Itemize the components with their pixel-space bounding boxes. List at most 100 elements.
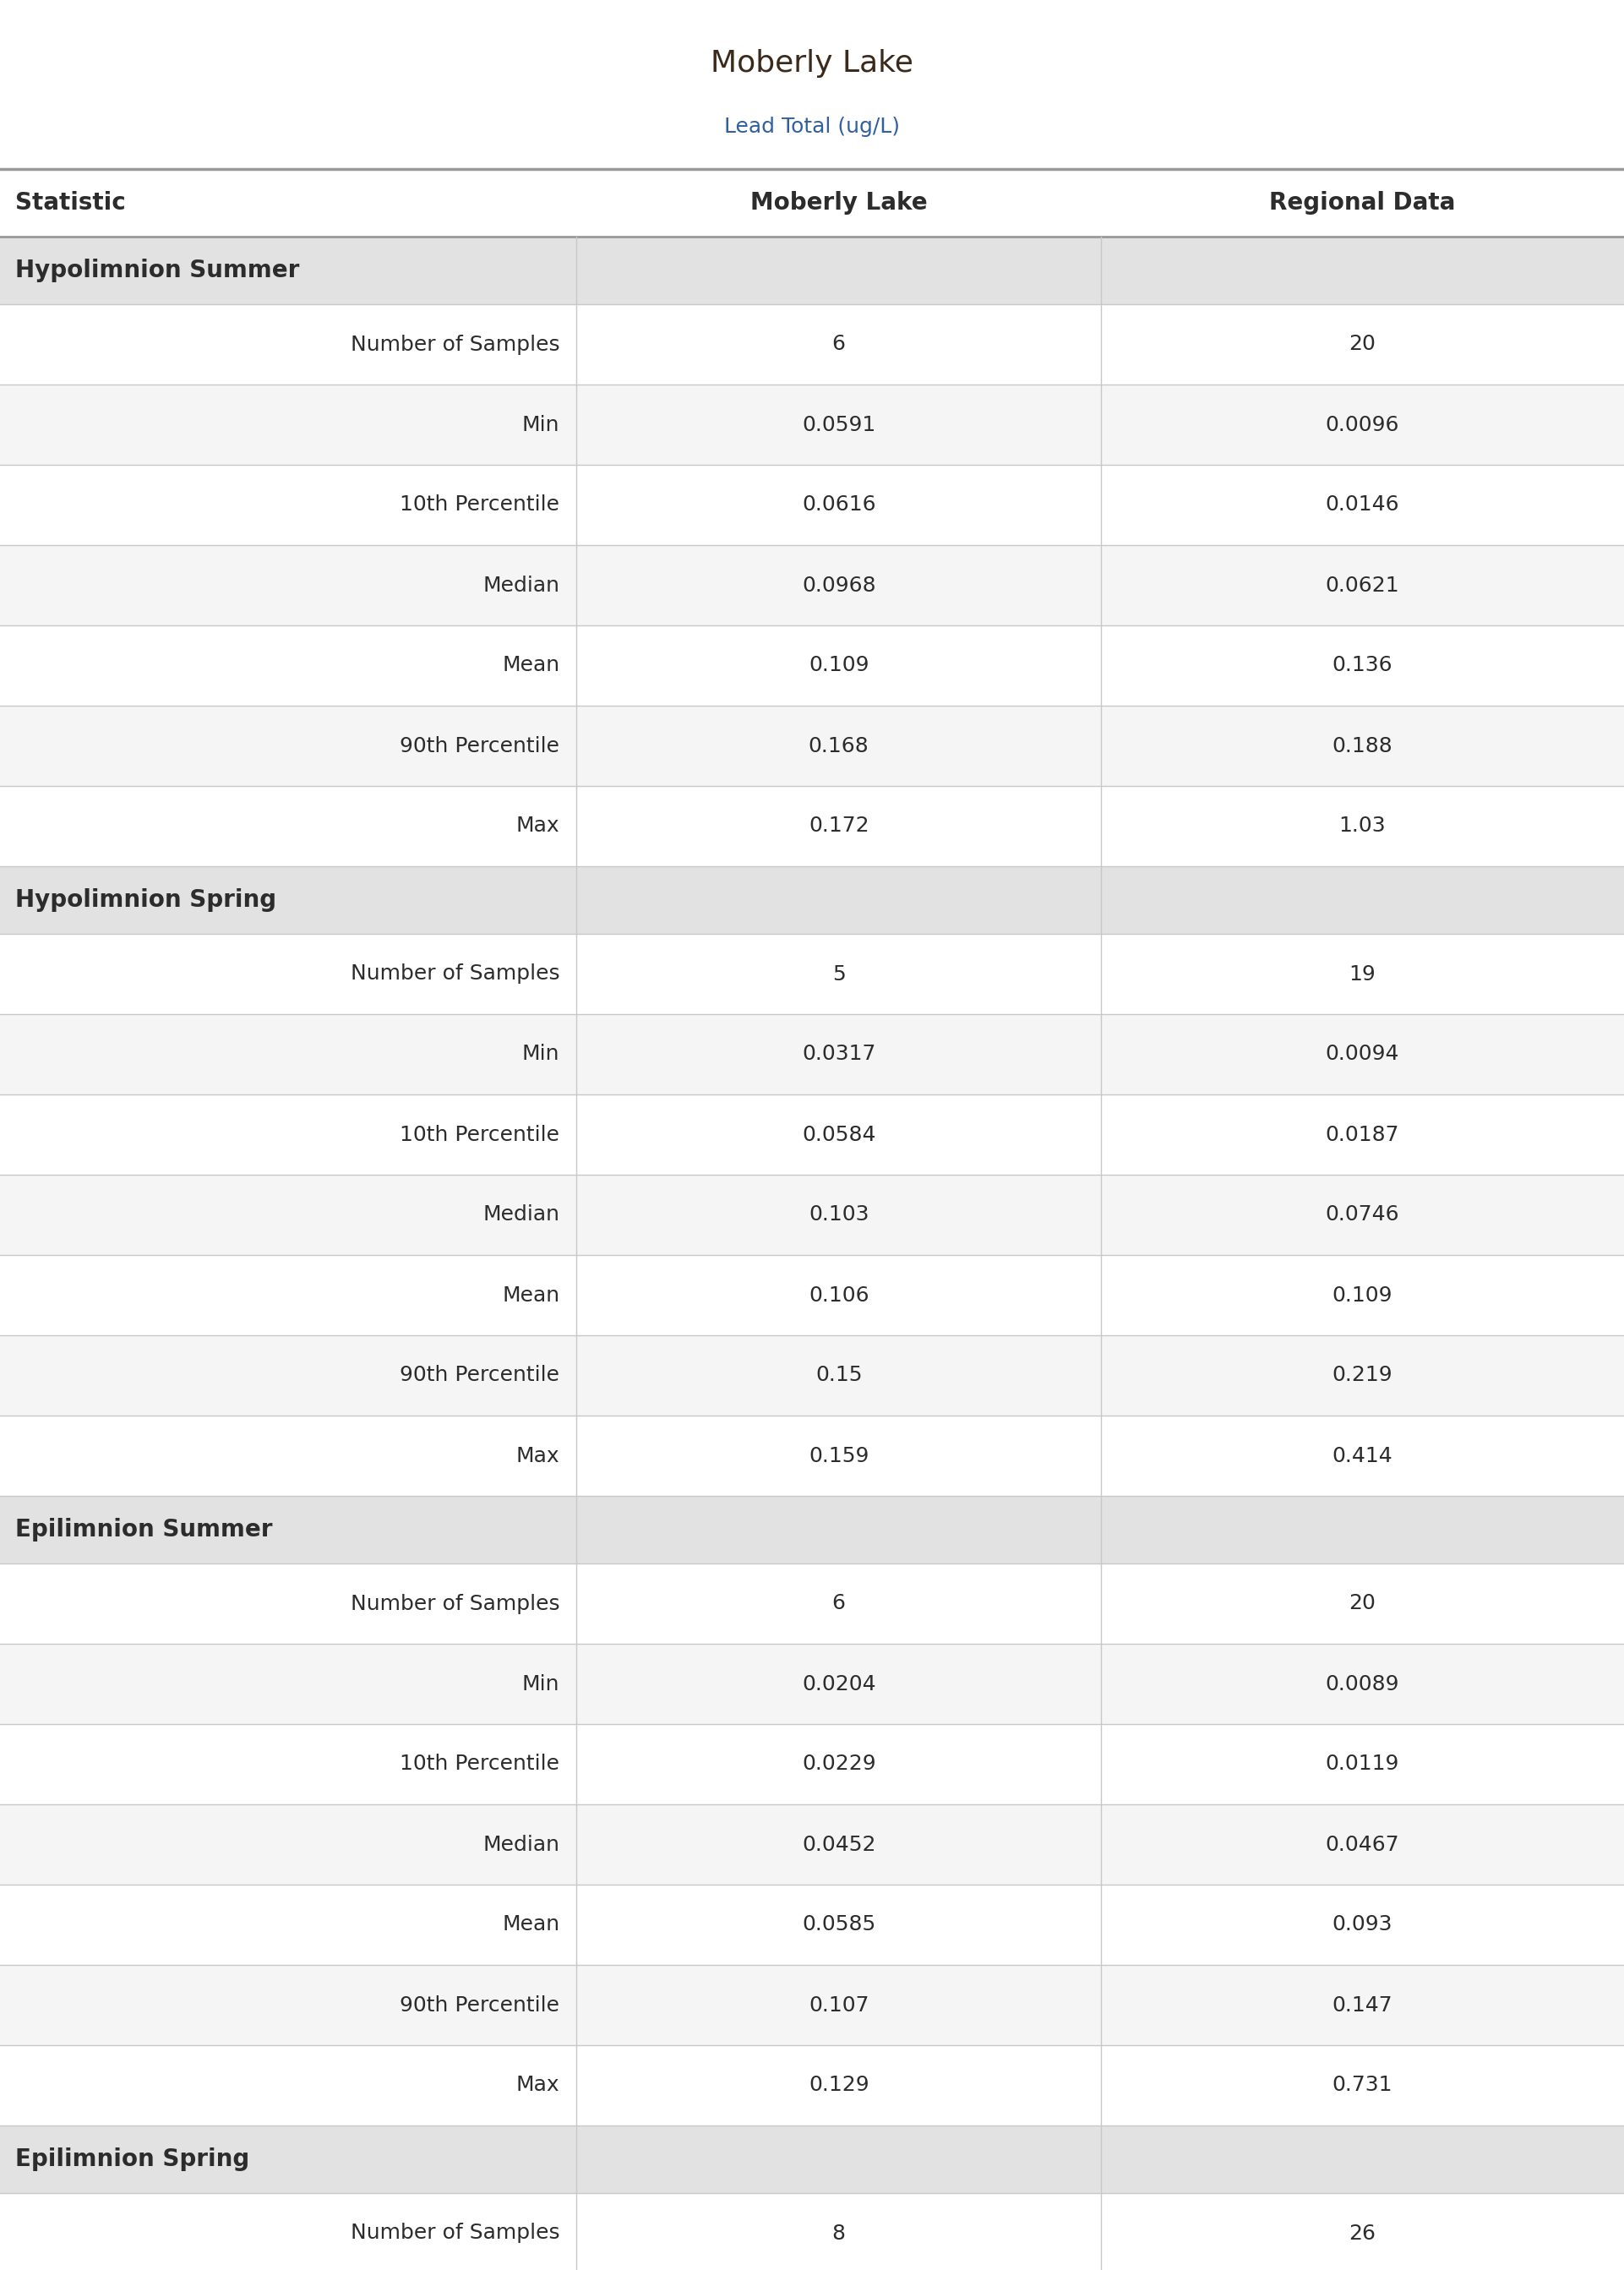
- Text: 0.0746: 0.0746: [1325, 1205, 1400, 1226]
- Text: 0.0096: 0.0096: [1325, 415, 1400, 436]
- Bar: [0, 1416, 1624, 1496]
- Text: 0.0204: 0.0204: [802, 1673, 875, 1693]
- Text: Hypolimnion Summer: Hypolimnion Summer: [15, 259, 299, 281]
- Text: 0.0467: 0.0467: [1325, 1834, 1400, 1855]
- Text: Mean: Mean: [502, 656, 560, 676]
- Text: 0.147: 0.147: [1332, 1995, 1393, 2016]
- Text: 0.0591: 0.0591: [802, 415, 875, 436]
- Text: 0.093: 0.093: [1332, 1914, 1393, 1934]
- Text: 0.188: 0.188: [1332, 735, 1393, 756]
- Text: Min: Min: [521, 1673, 560, 1693]
- Text: Median: Median: [482, 574, 560, 595]
- Bar: [0, 1015, 1624, 1094]
- Text: 0.0146: 0.0146: [1325, 495, 1400, 515]
- Bar: [0, 2193, 1624, 2270]
- Text: 0.0968: 0.0968: [802, 574, 875, 595]
- Text: 0.0616: 0.0616: [802, 495, 875, 515]
- Text: 0.168: 0.168: [809, 735, 869, 756]
- Text: 0.0094: 0.0094: [1325, 1044, 1400, 1065]
- Text: Moberly Lake: Moberly Lake: [750, 191, 927, 216]
- Text: 0.731: 0.731: [1332, 2075, 1393, 2095]
- Text: 0.109: 0.109: [1332, 1285, 1393, 1305]
- Text: Number of Samples: Number of Samples: [351, 2222, 560, 2243]
- Text: Hypolimnion Spring: Hypolimnion Spring: [15, 888, 276, 913]
- Bar: [0, 384, 1624, 465]
- Bar: [0, 2125, 1624, 2193]
- Bar: [0, 706, 1624, 785]
- Text: 19: 19: [1350, 965, 1376, 985]
- Text: 8: 8: [831, 2222, 846, 2243]
- Text: 0.107: 0.107: [809, 1995, 869, 2016]
- Text: 20: 20: [1350, 1594, 1376, 1614]
- Text: 6: 6: [831, 334, 846, 354]
- Bar: [0, 1335, 1624, 1416]
- Text: 0.109: 0.109: [809, 656, 869, 676]
- Text: 0.0585: 0.0585: [802, 1914, 875, 1934]
- Bar: [0, 236, 1624, 304]
- Text: Lead Total (ug/L): Lead Total (ug/L): [724, 116, 900, 136]
- Text: 0.0452: 0.0452: [802, 1834, 875, 1855]
- Bar: [0, 465, 1624, 545]
- Text: 0.0621: 0.0621: [1325, 574, 1400, 595]
- Bar: [0, 1094, 1624, 1174]
- Text: 6: 6: [831, 1594, 846, 1614]
- Text: 0.0119: 0.0119: [1325, 1755, 1400, 1775]
- Text: Max: Max: [516, 2075, 560, 2095]
- Text: Number of Samples: Number of Samples: [351, 1594, 560, 1614]
- Text: 0.129: 0.129: [809, 2075, 869, 2095]
- Text: 0.0229: 0.0229: [802, 1755, 875, 1775]
- Text: 5: 5: [831, 965, 846, 985]
- Bar: [0, 1805, 1624, 1884]
- Text: 26: 26: [1350, 2222, 1376, 2243]
- Text: Moberly Lake: Moberly Lake: [711, 50, 913, 77]
- Bar: [0, 867, 1624, 933]
- Text: Mean: Mean: [502, 1285, 560, 1305]
- Text: 10th Percentile: 10th Percentile: [400, 1124, 560, 1144]
- Text: 90th Percentile: 90th Percentile: [400, 1995, 560, 2016]
- Bar: [0, 102, 1624, 152]
- Text: 0.103: 0.103: [809, 1205, 869, 1226]
- Bar: [0, 1723, 1624, 1805]
- Bar: [0, 1255, 1624, 1335]
- Bar: [0, 545, 1624, 627]
- Text: Mean: Mean: [502, 1914, 560, 1934]
- Text: 90th Percentile: 90th Percentile: [400, 735, 560, 756]
- Text: 0.172: 0.172: [809, 815, 869, 835]
- Bar: [0, 304, 1624, 384]
- Text: Regional Data: Regional Data: [1270, 191, 1455, 216]
- Text: 0.414: 0.414: [1332, 1446, 1393, 1466]
- Text: Statistic: Statistic: [15, 191, 125, 216]
- Text: 10th Percentile: 10th Percentile: [400, 1755, 560, 1775]
- Text: 0.159: 0.159: [809, 1446, 869, 1466]
- Text: Min: Min: [521, 1044, 560, 1065]
- Text: 0.0584: 0.0584: [802, 1124, 875, 1144]
- Bar: [0, 627, 1624, 706]
- Bar: [0, 168, 1624, 236]
- Text: 20: 20: [1350, 334, 1376, 354]
- Text: Median: Median: [482, 1834, 560, 1855]
- Text: 0.0187: 0.0187: [1325, 1124, 1400, 1144]
- Text: 10th Percentile: 10th Percentile: [400, 495, 560, 515]
- Text: Epilimnion Spring: Epilimnion Spring: [15, 2147, 250, 2170]
- Text: 0.136: 0.136: [1332, 656, 1393, 676]
- Text: 0.0089: 0.0089: [1325, 1673, 1400, 1693]
- Bar: [0, 1884, 1624, 1966]
- Bar: [0, 785, 1624, 867]
- Bar: [0, 1564, 1624, 1643]
- Bar: [0, 933, 1624, 1015]
- Text: 1.03: 1.03: [1340, 815, 1385, 835]
- Text: Max: Max: [516, 815, 560, 835]
- Text: 0.0317: 0.0317: [802, 1044, 875, 1065]
- Text: 90th Percentile: 90th Percentile: [400, 1364, 560, 1385]
- Text: Number of Samples: Number of Samples: [351, 334, 560, 354]
- Text: Min: Min: [521, 415, 560, 436]
- Text: Number of Samples: Number of Samples: [351, 965, 560, 985]
- Text: 0.219: 0.219: [1332, 1364, 1393, 1385]
- Bar: [0, 1496, 1624, 1564]
- Text: Max: Max: [516, 1446, 560, 1466]
- Text: Epilimnion Summer: Epilimnion Summer: [15, 1519, 273, 1541]
- Text: 0.15: 0.15: [815, 1364, 862, 1385]
- Bar: [0, 2045, 1624, 2125]
- Bar: [0, 1174, 1624, 1255]
- Bar: [0, 25, 1624, 102]
